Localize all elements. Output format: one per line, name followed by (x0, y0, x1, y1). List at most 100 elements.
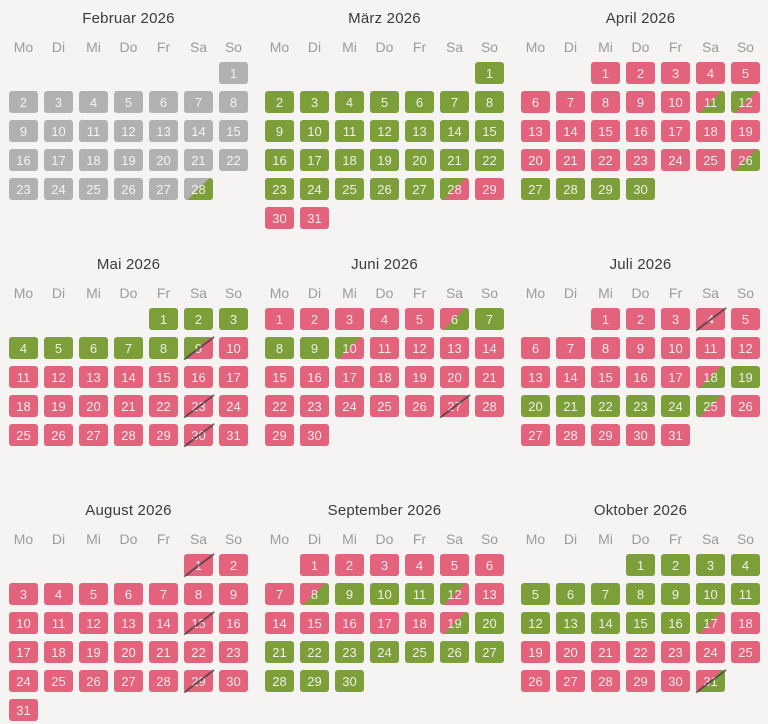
day-cell-4[interactable]: 4 (9, 337, 38, 359)
day-cell-26[interactable]: 26 (79, 670, 108, 692)
day-cell-13[interactable]: 13 (149, 120, 178, 142)
day-cell-13[interactable]: 13 (556, 612, 585, 634)
day-cell-19[interactable]: 19 (44, 395, 73, 417)
day-cell-10[interactable]: 10 (44, 120, 73, 142)
day-cell-6[interactable]: 6 (475, 554, 504, 576)
day-cell-21[interactable]: 21 (184, 149, 213, 171)
day-cell-5[interactable]: 5 (440, 554, 469, 576)
day-cell-27[interactable]: 27 (114, 670, 143, 692)
day-cell-23[interactable]: 23 (335, 641, 364, 663)
day-cell-8[interactable]: 8 (300, 583, 329, 605)
day-cell-9[interactable]: 9 (265, 120, 294, 142)
day-cell-19[interactable]: 19 (79, 641, 108, 663)
day-cell-20[interactable]: 20 (405, 149, 434, 171)
day-cell-12[interactable]: 12 (405, 337, 434, 359)
day-cell-6[interactable]: 6 (521, 91, 550, 113)
day-cell-28[interactable]: 28 (149, 670, 178, 692)
day-cell-7[interactable]: 7 (591, 583, 620, 605)
day-cell-26[interactable]: 26 (405, 395, 434, 417)
day-cell-1[interactable]: 1 (149, 308, 178, 330)
day-cell-1[interactable]: 1 (300, 554, 329, 576)
day-cell-19[interactable]: 19 (440, 612, 469, 634)
day-cell-15[interactable]: 15 (149, 366, 178, 388)
day-cell-25[interactable]: 25 (731, 641, 760, 663)
day-cell-16[interactable]: 16 (626, 366, 655, 388)
day-cell-6[interactable]: 6 (405, 91, 434, 113)
day-cell-5[interactable]: 5 (79, 583, 108, 605)
day-cell-1[interactable]: 1 (626, 554, 655, 576)
day-cell-7[interactable]: 7 (556, 91, 585, 113)
day-cell-17[interactable]: 17 (219, 366, 248, 388)
day-cell-19[interactable]: 19 (731, 366, 760, 388)
day-cell-14[interactable]: 14 (556, 120, 585, 142)
day-cell-1[interactable]: 1 (182, 552, 215, 578)
day-cell-23[interactable]: 23 (661, 641, 690, 663)
day-cell-15[interactable]: 15 (219, 120, 248, 142)
day-cell-17[interactable]: 17 (300, 149, 329, 171)
day-cell-23[interactable]: 23 (182, 393, 215, 419)
day-cell-11[interactable]: 11 (731, 583, 760, 605)
day-cell-30[interactable]: 30 (626, 424, 655, 446)
day-cell-2[interactable]: 2 (9, 91, 38, 113)
day-cell-4[interactable]: 4 (370, 308, 399, 330)
day-cell-29[interactable]: 29 (182, 668, 215, 694)
day-cell-5[interactable]: 5 (731, 308, 760, 330)
day-cell-11[interactable]: 11 (405, 583, 434, 605)
day-cell-6[interactable]: 6 (114, 583, 143, 605)
day-cell-6[interactable]: 6 (521, 337, 550, 359)
day-cell-16[interactable]: 16 (335, 612, 364, 634)
day-cell-31[interactable]: 31 (661, 424, 690, 446)
day-cell-24[interactable]: 24 (335, 395, 364, 417)
day-cell-26[interactable]: 26 (440, 641, 469, 663)
day-cell-19[interactable]: 19 (370, 149, 399, 171)
day-cell-17[interactable]: 17 (661, 366, 690, 388)
day-cell-11[interactable]: 11 (335, 120, 364, 142)
day-cell-18[interactable]: 18 (731, 612, 760, 634)
day-cell-6[interactable]: 6 (79, 337, 108, 359)
day-cell-20[interactable]: 20 (521, 149, 550, 171)
day-cell-19[interactable]: 19 (405, 366, 434, 388)
day-cell-13[interactable]: 13 (114, 612, 143, 634)
day-cell-27[interactable]: 27 (521, 178, 550, 200)
day-cell-10[interactable]: 10 (300, 120, 329, 142)
day-cell-9[interactable]: 9 (626, 91, 655, 113)
day-cell-10[interactable]: 10 (661, 91, 690, 113)
day-cell-4[interactable]: 4 (696, 62, 725, 84)
day-cell-3[interactable]: 3 (9, 583, 38, 605)
day-cell-20[interactable]: 20 (149, 149, 178, 171)
day-cell-12[interactable]: 12 (370, 120, 399, 142)
day-cell-22[interactable]: 22 (591, 149, 620, 171)
day-cell-31[interactable]: 31 (300, 207, 329, 229)
day-cell-27[interactable]: 27 (79, 424, 108, 446)
day-cell-22[interactable]: 22 (219, 149, 248, 171)
day-cell-5[interactable]: 5 (405, 308, 434, 330)
day-cell-15[interactable]: 15 (591, 120, 620, 142)
day-cell-22[interactable]: 22 (300, 641, 329, 663)
day-cell-17[interactable]: 17 (9, 641, 38, 663)
day-cell-9[interactable]: 9 (626, 337, 655, 359)
day-cell-8[interactable]: 8 (591, 337, 620, 359)
day-cell-1[interactable]: 1 (219, 62, 248, 84)
day-cell-1[interactable]: 1 (591, 308, 620, 330)
day-cell-30[interactable]: 30 (626, 178, 655, 200)
day-cell-30[interactable]: 30 (661, 670, 690, 692)
day-cell-9[interactable]: 9 (661, 583, 690, 605)
day-cell-3[interactable]: 3 (696, 554, 725, 576)
day-cell-4[interactable]: 4 (405, 554, 434, 576)
day-cell-22[interactable]: 22 (149, 395, 178, 417)
day-cell-14[interactable]: 14 (114, 366, 143, 388)
day-cell-10[interactable]: 10 (219, 337, 248, 359)
day-cell-30[interactable]: 30 (335, 670, 364, 692)
day-cell-27[interactable]: 27 (521, 424, 550, 446)
day-cell-21[interactable]: 21 (149, 641, 178, 663)
day-cell-18[interactable]: 18 (79, 149, 108, 171)
day-cell-11[interactable]: 11 (696, 91, 725, 113)
day-cell-23[interactable]: 23 (219, 641, 248, 663)
day-cell-27[interactable]: 27 (149, 178, 178, 200)
day-cell-12[interactable]: 12 (440, 583, 469, 605)
day-cell-20[interactable]: 20 (114, 641, 143, 663)
day-cell-15[interactable]: 15 (182, 610, 215, 636)
day-cell-11[interactable]: 11 (9, 366, 38, 388)
day-cell-5[interactable]: 5 (44, 337, 73, 359)
day-cell-4[interactable]: 4 (335, 91, 364, 113)
